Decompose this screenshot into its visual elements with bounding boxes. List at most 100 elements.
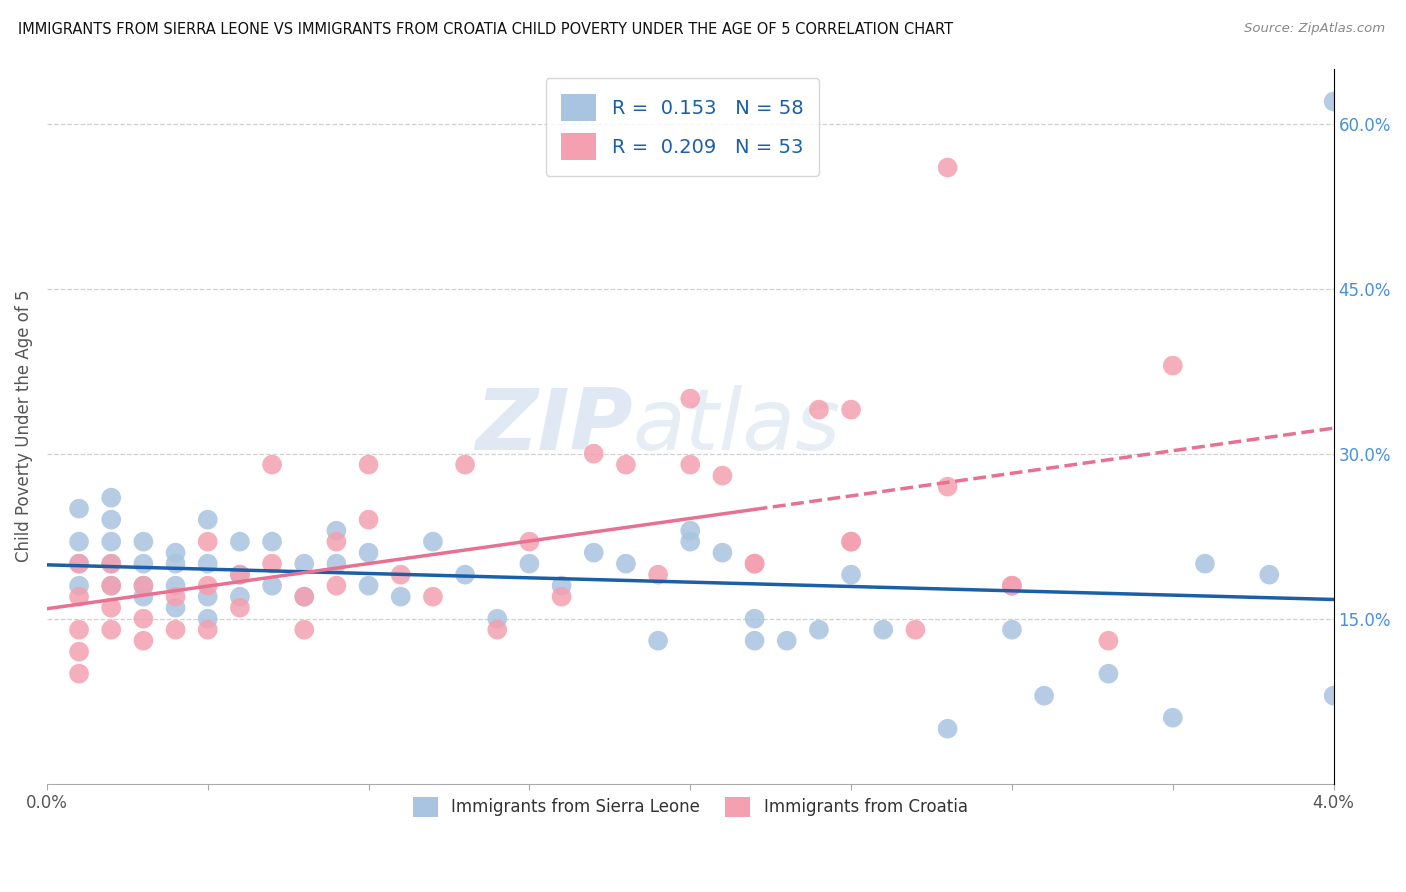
Point <box>614 458 637 472</box>
Point <box>67 501 90 516</box>
Point <box>357 458 380 472</box>
Point <box>292 557 315 571</box>
Point <box>67 579 90 593</box>
Point <box>292 590 315 604</box>
Point <box>67 557 90 571</box>
Point <box>197 590 219 604</box>
Point <box>229 600 252 615</box>
Point <box>100 557 122 571</box>
Text: atlas: atlas <box>633 384 841 467</box>
Point <box>325 524 347 538</box>
Point <box>582 546 605 560</box>
Point <box>744 633 766 648</box>
Point <box>744 612 766 626</box>
Point <box>325 534 347 549</box>
Y-axis label: Child Poverty Under the Age of 5: Child Poverty Under the Age of 5 <box>15 290 32 562</box>
Point <box>422 590 444 604</box>
Point <box>262 534 284 549</box>
Point <box>1001 623 1024 637</box>
Point <box>197 534 219 549</box>
Point <box>936 480 959 494</box>
Text: IMMIGRANTS FROM SIERRA LEONE VS IMMIGRANTS FROM CROATIA CHILD POVERTY UNDER THE : IMMIGRANTS FROM SIERRA LEONE VS IMMIGRAN… <box>18 22 953 37</box>
Point <box>1161 711 1184 725</box>
Point <box>197 623 219 637</box>
Point <box>679 534 702 549</box>
Point <box>711 546 734 560</box>
Text: ZIP: ZIP <box>475 384 633 467</box>
Point <box>839 567 862 582</box>
Point <box>357 579 380 593</box>
Point <box>357 546 380 560</box>
Point <box>67 557 90 571</box>
Point <box>229 567 252 582</box>
Point <box>67 590 90 604</box>
Point <box>132 633 155 648</box>
Point <box>165 557 187 571</box>
Point <box>197 579 219 593</box>
Point <box>839 534 862 549</box>
Legend: Immigrants from Sierra Leone, Immigrants from Croatia: Immigrants from Sierra Leone, Immigrants… <box>405 789 976 825</box>
Point <box>839 534 862 549</box>
Point <box>165 546 187 560</box>
Point <box>132 579 155 593</box>
Point <box>132 579 155 593</box>
Point <box>839 402 862 417</box>
Point <box>1323 95 1346 109</box>
Point <box>486 623 509 637</box>
Point <box>454 567 477 582</box>
Point <box>100 534 122 549</box>
Point <box>1033 689 1056 703</box>
Point <box>807 402 830 417</box>
Point <box>389 567 412 582</box>
Point <box>67 534 90 549</box>
Point <box>165 623 187 637</box>
Point <box>357 513 380 527</box>
Point <box>550 579 572 593</box>
Point <box>67 666 90 681</box>
Point <box>936 722 959 736</box>
Point <box>229 534 252 549</box>
Point <box>67 623 90 637</box>
Point <box>132 590 155 604</box>
Point <box>679 458 702 472</box>
Point <box>292 590 315 604</box>
Point <box>1097 633 1119 648</box>
Point <box>1161 359 1184 373</box>
Point <box>100 600 122 615</box>
Point <box>519 557 541 571</box>
Point <box>262 579 284 593</box>
Point <box>807 623 830 637</box>
Point <box>679 524 702 538</box>
Point <box>67 645 90 659</box>
Point <box>711 468 734 483</box>
Point <box>744 557 766 571</box>
Point <box>262 458 284 472</box>
Point <box>872 623 894 637</box>
Point <box>132 534 155 549</box>
Point <box>1258 567 1281 582</box>
Point <box>647 567 669 582</box>
Point <box>100 579 122 593</box>
Point <box>582 447 605 461</box>
Point <box>1001 579 1024 593</box>
Point <box>389 590 412 604</box>
Point <box>1001 579 1024 593</box>
Point <box>100 557 122 571</box>
Point <box>614 557 637 571</box>
Point <box>100 623 122 637</box>
Point <box>454 458 477 472</box>
Point <box>262 557 284 571</box>
Point <box>936 161 959 175</box>
Point <box>647 633 669 648</box>
Text: Source: ZipAtlas.com: Source: ZipAtlas.com <box>1244 22 1385 36</box>
Point <box>1323 689 1346 703</box>
Point <box>679 392 702 406</box>
Point <box>100 579 122 593</box>
Point <box>325 557 347 571</box>
Point <box>229 567 252 582</box>
Point <box>744 557 766 571</box>
Point <box>1194 557 1216 571</box>
Point <box>229 590 252 604</box>
Point <box>776 633 799 648</box>
Point <box>132 612 155 626</box>
